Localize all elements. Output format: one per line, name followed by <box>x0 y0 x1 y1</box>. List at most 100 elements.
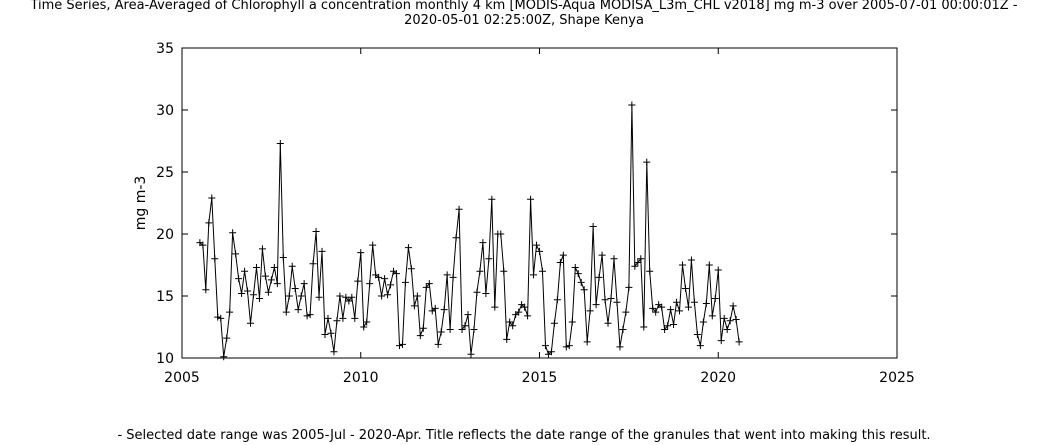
data-point-marker <box>473 288 481 296</box>
data-point-marker <box>393 270 400 278</box>
data-point-marker <box>223 334 231 342</box>
data-point-marker <box>336 292 344 300</box>
data-point-marker <box>673 298 681 306</box>
data-point-marker <box>250 291 257 299</box>
data-point-marker <box>732 316 740 324</box>
data-point-marker <box>506 318 514 326</box>
data-point-marker <box>354 277 362 285</box>
data-point-marker <box>625 283 633 291</box>
data-point-marker <box>282 308 290 316</box>
x-tick-label: 2020 <box>700 370 736 386</box>
data-point-marker <box>711 294 719 302</box>
y-axis-label: mg m-3 <box>133 176 149 231</box>
data-point-marker <box>619 325 627 333</box>
data-point-marker <box>309 260 317 268</box>
data-point-marker <box>217 314 225 322</box>
data-point-marker <box>381 275 389 283</box>
data-point-marker <box>211 255 219 263</box>
data-point-marker <box>327 329 335 337</box>
data-point-marker <box>264 288 272 296</box>
data-point-marker <box>634 259 642 267</box>
data-point-marker <box>643 158 651 166</box>
data-point-marker <box>276 139 284 147</box>
data-point-marker <box>652 308 660 316</box>
data-point-marker <box>440 306 448 314</box>
data-point-marker <box>395 342 403 350</box>
data-point-marker <box>607 294 615 302</box>
x-tick-label: 2015 <box>522 370 558 386</box>
data-point-marker <box>413 292 421 300</box>
data-point-marker <box>410 302 418 310</box>
data-point-marker <box>577 278 585 286</box>
data-point-marker <box>455 205 463 213</box>
data-point-marker <box>601 296 609 304</box>
data-point-marker <box>306 311 314 319</box>
data-point-marker <box>729 302 737 310</box>
data-point-marker <box>267 276 275 284</box>
data-point-marker <box>467 350 475 358</box>
data-point-marker <box>696 342 704 350</box>
data-point-marker <box>509 322 517 330</box>
y-tick-label: 10 <box>156 351 174 367</box>
data-point-marker <box>702 299 710 307</box>
data-point-marker <box>541 342 549 350</box>
data-point-marker <box>464 311 472 319</box>
data-point-marker <box>443 271 451 279</box>
data-point-marker <box>285 292 293 300</box>
data-point-marker <box>351 314 359 322</box>
data-point-marker <box>244 287 252 295</box>
data-point-marker <box>598 251 606 259</box>
data-point-marker <box>720 314 728 322</box>
data-point-marker <box>580 286 588 294</box>
data-point-marker <box>640 323 648 331</box>
data-point-marker <box>363 318 371 326</box>
data-point-marker <box>687 256 695 264</box>
data-point-marker <box>500 267 508 275</box>
data-point-marker <box>589 223 597 231</box>
data-point-marker <box>503 335 511 343</box>
chart-title-line-2: 2020-05-01 02:25:00Z, Shape Kenya <box>404 13 644 28</box>
data-point-marker <box>273 280 281 288</box>
data-point-marker <box>515 308 523 316</box>
data-point-marker <box>214 313 222 321</box>
data-point-marker <box>384 291 392 299</box>
data-point-marker <box>419 324 427 332</box>
data-point-marker <box>255 294 263 302</box>
data-point-marker <box>631 262 639 270</box>
data-point-marker <box>235 275 243 283</box>
data-point-marker <box>199 241 207 249</box>
data-point-marker <box>735 338 743 346</box>
data-point-marker <box>622 308 630 316</box>
data-point-marker <box>434 340 442 348</box>
data-point-marker <box>303 312 311 320</box>
data-point-marker <box>348 293 356 301</box>
data-point-marker <box>476 267 484 275</box>
data-point-marker <box>699 318 707 326</box>
data-point-marker <box>345 297 353 305</box>
data-point-marker <box>479 239 487 247</box>
data-point-marker <box>684 303 692 311</box>
data-point-marker <box>714 266 722 274</box>
data-point-marker <box>521 303 529 311</box>
data-point-marker <box>452 234 460 242</box>
data-point-marker <box>595 273 603 281</box>
data-point-marker <box>416 332 424 340</box>
data-point-marker <box>241 267 249 275</box>
chart-title-line-1: Time Series, Area-Averaged of Chlorophyl… <box>30 0 1018 13</box>
data-point-marker <box>398 340 406 348</box>
data-point-marker <box>321 330 329 338</box>
data-point-marker <box>387 281 395 289</box>
data-point-marker <box>458 325 466 333</box>
data-point-marker <box>357 249 365 257</box>
data-point-marker <box>449 273 457 281</box>
data-point-marker <box>232 250 240 258</box>
data-point-marker <box>470 325 478 333</box>
data-point-marker <box>538 267 546 275</box>
data-point-marker <box>229 229 237 237</box>
y-tick-label: 15 <box>156 289 174 305</box>
data-point-marker <box>330 348 338 356</box>
data-point-marker <box>375 273 383 281</box>
data-point-marker <box>333 317 341 325</box>
data-point-marker <box>288 262 296 270</box>
